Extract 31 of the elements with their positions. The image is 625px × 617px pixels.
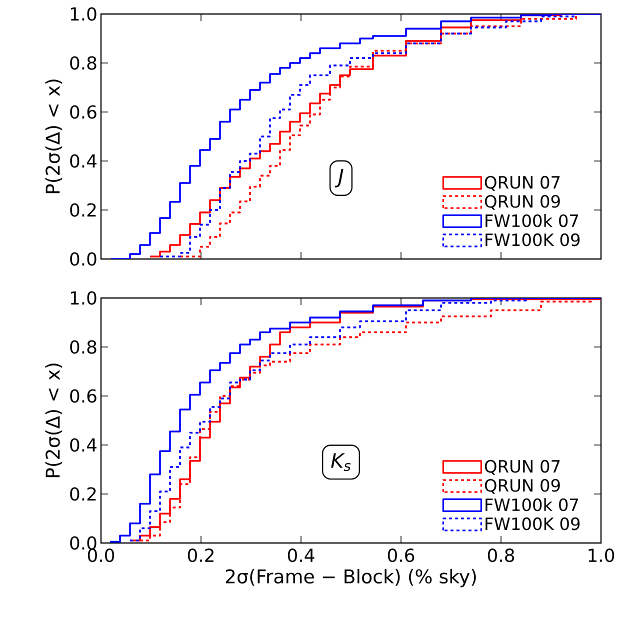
y-tick-label: 0.6 — [70, 389, 96, 403]
x-tick-label: 0.4 — [288, 548, 314, 562]
legend-label: FW100K 09 — [486, 517, 580, 530]
y-axis-title: P(2σ(Δ) < x) — [45, 364, 62, 478]
annotation: K$_{s}$ — [331, 453, 351, 472]
y-axis-title: P(2σ(Δ) < x) — [45, 80, 62, 194]
x-tick-label: 1.0 — [588, 548, 614, 562]
legend-label: FW100K 09 — [486, 233, 580, 246]
y-tick-label: 0.2 — [70, 203, 96, 217]
annotation: J — [334, 168, 344, 188]
y-tick-label: 0.8 — [70, 340, 96, 354]
y-tick-label: 0.4 — [70, 438, 96, 452]
legend-label: QRUN 09 — [484, 194, 560, 210]
y-tick-label: 0.8 — [70, 56, 96, 70]
y-tick-label: 0.6 — [70, 105, 96, 119]
y-tick-label: 0.0 — [70, 252, 96, 266]
y-tick-label: 0.2 — [70, 487, 96, 501]
legend-label: QRUN 07 — [484, 460, 560, 475]
y-tick-label: 0.0 — [70, 536, 96, 550]
x-tick-label: 0.8 — [488, 548, 514, 562]
y-tick-label: 1.0 — [70, 7, 96, 21]
y-tick-label: 0.4 — [70, 154, 96, 168]
x-tick-label: 0.6 — [388, 548, 414, 562]
x-tick-label: 0.0 — [88, 548, 114, 562]
legend-label: FW100k 07 — [486, 498, 578, 512]
legend-label: FW100k 07 — [486, 214, 578, 228]
y-tick-label: 1.0 — [70, 291, 96, 305]
x-axis-title: 2σ(Frame − Block) (% sky) — [226, 568, 476, 588]
legend-label: QRUN 07 — [484, 176, 560, 191]
x-tick-label: 0.2 — [188, 548, 214, 562]
legend-label: QRUN 09 — [484, 478, 560, 494]
